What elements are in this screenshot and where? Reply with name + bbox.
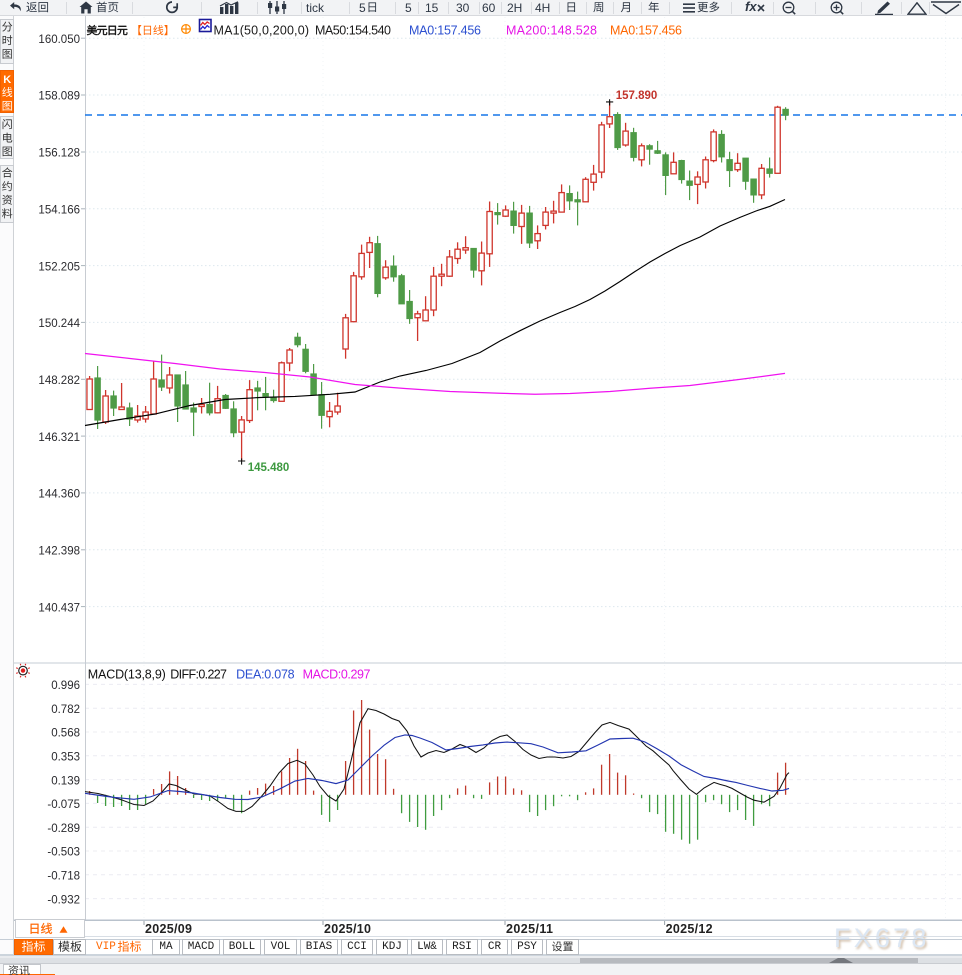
svg-text:146.321: 146.321 xyxy=(38,432,80,444)
svg-text:2025/10: 2025/10 xyxy=(324,922,371,936)
svg-text:MA0:157.456: MA0:157.456 xyxy=(409,23,481,37)
svg-text:150.244: 150.244 xyxy=(38,318,80,330)
svg-text:MACD(13,8,9): MACD(13,8,9) xyxy=(88,668,166,682)
svg-text:0.353: 0.353 xyxy=(51,752,80,764)
svg-text:DEA:0.078: DEA:0.078 xyxy=(236,668,295,682)
svg-text:-0.503: -0.503 xyxy=(47,847,80,859)
svg-text:0.996: 0.996 xyxy=(51,680,80,692)
svg-text:-0.075: -0.075 xyxy=(47,799,80,811)
svg-text:MACD:0.297: MACD:0.297 xyxy=(303,668,371,682)
svg-text:156.128: 156.128 xyxy=(38,148,80,160)
svg-text:2025/09: 2025/09 xyxy=(145,922,192,936)
svg-text:2025/12: 2025/12 xyxy=(666,922,713,936)
svg-text:148.282: 148.282 xyxy=(38,375,80,387)
svg-text:-0.718: -0.718 xyxy=(47,871,80,883)
svg-text:0.782: 0.782 xyxy=(51,704,80,716)
svg-text:154.166: 154.166 xyxy=(38,205,80,217)
svg-text:152.205: 152.205 xyxy=(38,261,80,273)
svg-text:MA1(50,0,200,0): MA1(50,0,200,0) xyxy=(214,23,310,37)
svg-text:MA0:157.456: MA0:157.456 xyxy=(610,23,682,37)
svg-text:158.089: 158.089 xyxy=(38,91,80,103)
svg-text:DIFF:0.227: DIFF:0.227 xyxy=(170,668,227,682)
svg-text:140.437: 140.437 xyxy=(38,602,80,614)
svg-text:MA50:154.540: MA50:154.540 xyxy=(315,23,391,37)
svg-text:142.398: 142.398 xyxy=(38,546,80,558)
svg-text:2025/11: 2025/11 xyxy=(506,922,553,936)
svg-text:145.480: 145.480 xyxy=(248,462,290,474)
svg-text:0.568: 0.568 xyxy=(51,728,80,740)
svg-text:-0.289: -0.289 xyxy=(47,823,80,835)
svg-text:157.890: 157.890 xyxy=(616,90,658,102)
svg-text:160.050: 160.050 xyxy=(38,34,80,46)
svg-text:0.139: 0.139 xyxy=(51,775,80,787)
svg-text:MA200:148.528: MA200:148.528 xyxy=(506,23,597,37)
svg-text:-0.932: -0.932 xyxy=(47,894,80,906)
svg-text:144.360: 144.360 xyxy=(38,489,80,501)
